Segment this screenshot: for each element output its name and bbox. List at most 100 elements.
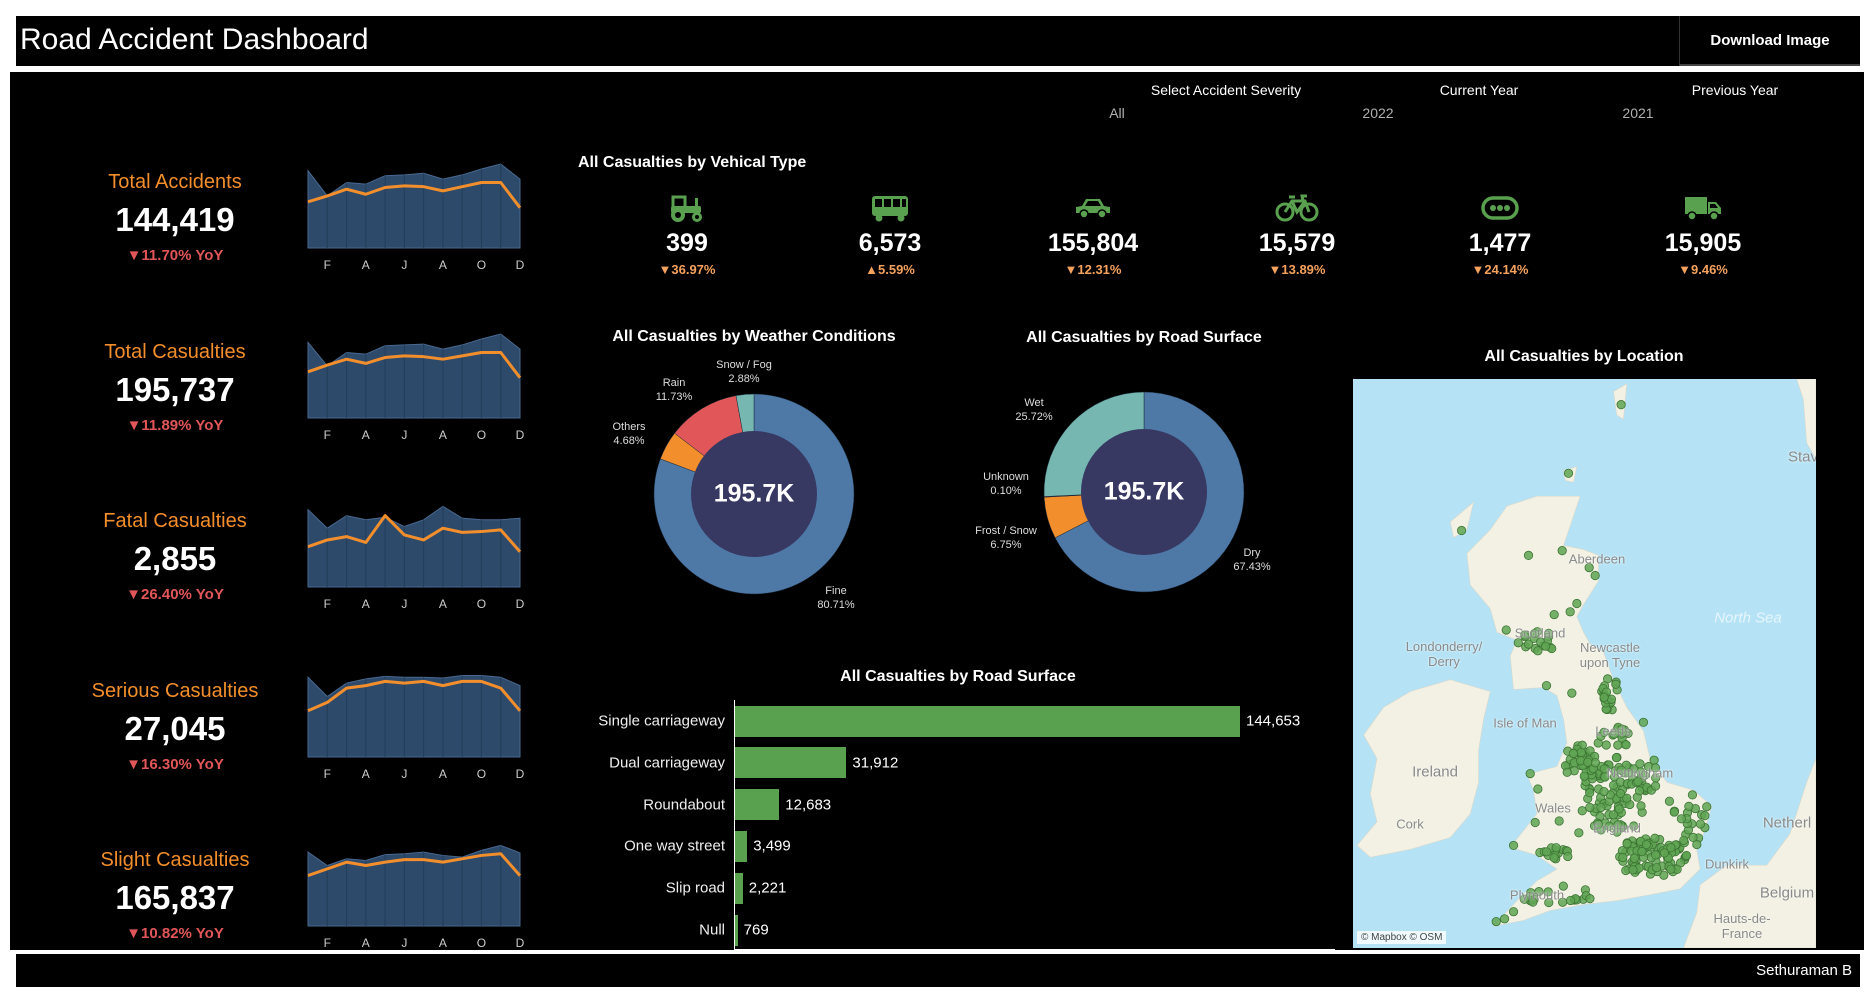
casualty-location-dot[interactable] [1650,833,1660,843]
casualty-location-dot[interactable] [1596,802,1606,813]
casualty-location-dot[interactable] [1611,679,1621,689]
casualty-location-dot[interactable] [1608,810,1618,820]
casualty-location-dot[interactable] [1622,839,1632,849]
casualty-location-dot[interactable] [1622,793,1632,803]
casualty-location-dot[interactable] [1590,758,1600,768]
casualty-location-dot[interactable] [1679,835,1689,845]
casualty-location-dot[interactable] [1681,850,1692,861]
casualty-location-dot[interactable] [1621,740,1631,750]
casualty-location-dot[interactable] [1641,839,1652,850]
casualty-location-dot[interactable] [1600,772,1610,782]
bar[interactable] [735,705,1240,737]
casualty-location-dot[interactable] [1593,819,1603,829]
casualty-location-dot[interactable] [1700,811,1710,821]
casualty-location-dot[interactable] [1519,894,1529,904]
severity-filter-select[interactable]: All [1109,105,1125,121]
casualty-location-dot[interactable] [1650,763,1661,773]
bar[interactable] [735,830,748,862]
bar[interactable] [735,914,738,946]
casualty-location-dot[interactable] [1558,881,1568,891]
bar[interactable] [735,872,743,904]
donut-chart[interactable] [1034,382,1254,602]
casualty-location-dot[interactable] [1616,400,1626,410]
casualty-location-dot[interactable] [1634,786,1645,796]
casualty-location-dot[interactable] [1534,887,1544,897]
casualty-location-dot[interactable] [1666,843,1676,853]
casualties-location-map[interactable]: Aberdeen Scotland Newcastle upon Tyne Londo… [1353,379,1816,948]
casualty-location-dot[interactable] [1585,788,1595,798]
casualty-location-dot[interactable] [1543,887,1553,897]
casualty-location-dot[interactable] [1650,781,1661,791]
current-year-select[interactable]: 2022 [1362,105,1394,121]
casualty-location-dot[interactable] [1640,770,1650,780]
casualty-location-dot[interactable] [1563,851,1573,862]
map-canvas[interactable] [1353,379,1816,948]
casualty-location-dot[interactable] [1618,852,1628,863]
casualty-location-dot[interactable] [1695,819,1706,829]
casualty-location-dot[interactable] [1613,820,1623,830]
sparkline-chart[interactable] [307,163,522,249]
casualty-location-dot[interactable] [1549,609,1559,620]
casualty-location-dot[interactable] [1615,788,1626,799]
casualty-location-dot[interactable] [1601,740,1611,750]
casualty-location-dot[interactable] [1702,802,1712,812]
casualty-location-dot[interactable] [1584,563,1594,573]
casualty-location-dot[interactable] [1684,801,1694,811]
casualty-location-dot[interactable] [1687,790,1698,800]
casualty-location-dot[interactable] [1525,768,1535,779]
casualty-location-dot[interactable] [1599,786,1609,797]
casualty-location-dot[interactable] [1576,747,1586,758]
casualty-location-dot[interactable] [1652,863,1662,873]
previous-year-select[interactable]: 2021 [1622,105,1654,121]
sparkline-chart[interactable] [307,503,522,588]
donut-chart[interactable] [644,384,864,604]
casualty-location-dot[interactable] [1501,625,1511,635]
casualty-location-dot[interactable] [1638,717,1649,727]
casualty-location-dot[interactable] [1541,681,1552,691]
casualty-location-dot[interactable] [1585,802,1595,813]
casualty-location-dot[interactable] [1541,641,1551,651]
casualty-location-dot[interactable] [1636,801,1646,811]
casualty-location-dot[interactable] [1565,607,1575,617]
casualty-location-dot[interactable] [1577,806,1587,816]
casualty-location-dot[interactable] [1557,546,1567,556]
casualty-location-dot[interactable] [1664,796,1675,806]
casualty-location-dot[interactable] [1530,817,1540,828]
casualty-location-dot[interactable] [1543,628,1554,638]
casualty-location-dot[interactable] [1628,865,1638,875]
casualty-location-dot[interactable] [1676,814,1686,824]
casualty-location-dot[interactable] [1533,646,1543,656]
casualty-location-dot[interactable] [1624,768,1634,778]
casualty-location-dot[interactable] [1533,784,1543,794]
casualty-location-dot[interactable] [1544,897,1554,908]
casualty-location-dot[interactable] [1590,570,1600,581]
casualty-location-dot[interactable] [1528,897,1538,907]
casualty-location-dot[interactable] [1579,771,1589,781]
casualty-location-dot[interactable] [1659,848,1669,858]
casualty-location-dot[interactable] [1565,895,1576,906]
sparkline-chart[interactable] [307,332,522,418]
casualty-location-dot[interactable] [1651,850,1661,860]
casualty-location-dot[interactable] [1574,828,1584,838]
casualty-location-dot[interactable] [1629,853,1639,863]
casualty-location-dot[interactable] [1520,630,1530,640]
bar[interactable] [735,747,847,779]
casualty-location-dot[interactable] [1568,748,1578,759]
download-image-button[interactable]: Download Image [1679,16,1860,66]
casualty-location-dot[interactable] [1523,550,1534,560]
casualty-location-dot[interactable] [1549,853,1559,863]
casualty-location-dot[interactable] [1613,740,1623,750]
casualty-location-dot[interactable] [1563,468,1574,478]
casualty-location-dot[interactable] [1491,916,1501,927]
casualty-location-dot[interactable] [1617,724,1627,734]
casualty-location-dot[interactable] [1456,525,1467,536]
sparkline-chart[interactable] [307,673,522,757]
casualty-location-dot[interactable] [1604,821,1614,831]
casualty-location-dot[interactable] [1637,846,1647,857]
casualty-location-dot[interactable] [1508,840,1519,851]
casualty-location-dot[interactable] [1583,757,1593,767]
casualty-location-dot[interactable] [1669,807,1679,817]
casualty-location-dot[interactable] [1585,894,1595,904]
map-attribution[interactable]: © Mapbox © OSM [1357,931,1447,944]
casualty-location-dot[interactable] [1599,692,1609,702]
